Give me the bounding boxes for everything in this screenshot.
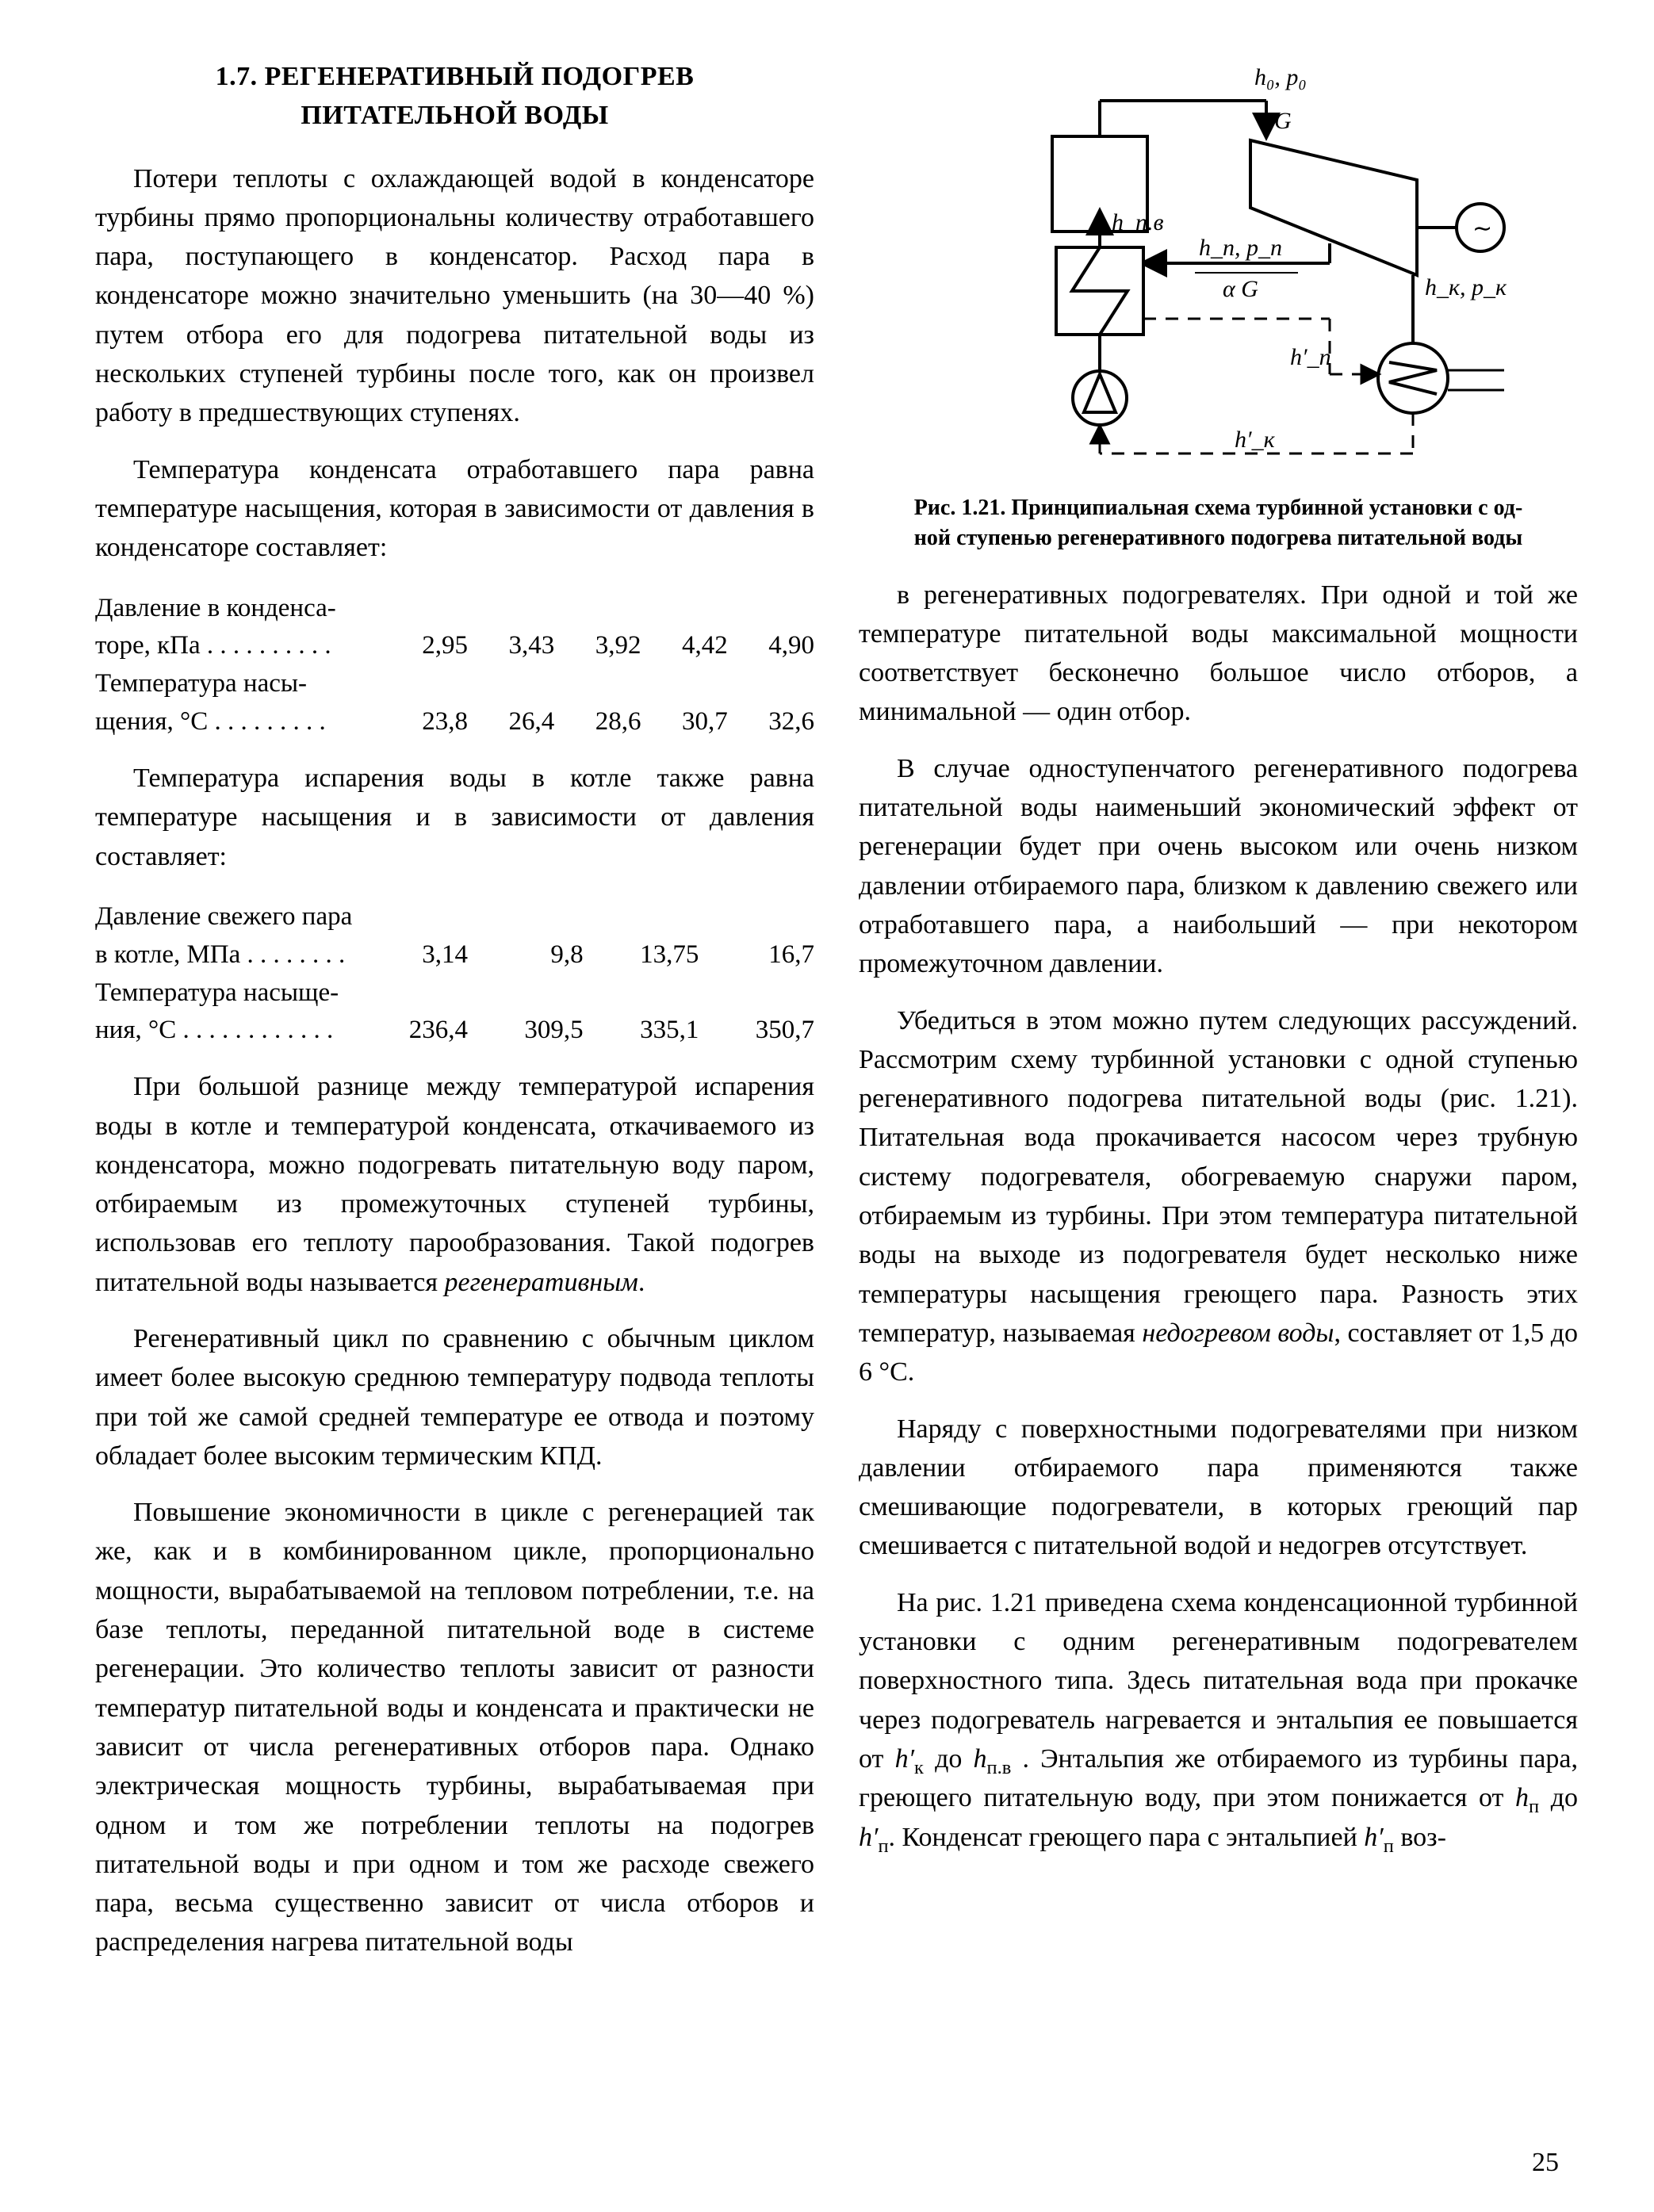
t1-r2-label-a: Температура насы- [95, 665, 389, 703]
t1-r1-vals: 2,95 3,43 3,92 4,42 4,90 [389, 627, 814, 665]
label-hp-pp: h_п, p_п [1199, 235, 1282, 261]
turbine-scheme-svg: h₀, p₀ G ∼ [917, 57, 1520, 485]
t2-r1-label-a: Давление свежего пара [95, 898, 389, 936]
page-number: 25 [1532, 2143, 1559, 2182]
t1-r2-label-b: щения, °C . . . . . . . . . [95, 703, 389, 741]
t2-r2-vals: 236,4 309,5 335,1 350,7 [389, 1012, 814, 1050]
t1-r2-vals: 23,8 26,4 28,6 30,7 32,6 [389, 703, 814, 741]
t2-r1-vals: 3,14 9,8 13,75 16,7 [389, 936, 814, 974]
t2-r2-label-a: Температура насыще- [95, 974, 389, 1012]
label-aG: α G [1223, 276, 1258, 302]
label-G: G [1274, 108, 1292, 134]
cond-pressure-table: Давление в конденса- торе, кПа . . . . .… [95, 590, 814, 741]
label-h0p0: h₀, p₀ [1254, 64, 1307, 90]
section-title-line1: РЕГЕНЕРАТИВНЫЙ ПОДОГРЕВ [265, 62, 695, 91]
t1-r1-label-b: торе, кПа . . . . . . . . . . [95, 627, 389, 665]
right-p1: в регенеративных подогревателях. При одн… [859, 576, 1578, 732]
right-p3: Убедиться в этом можно путем следующих р… [859, 1001, 1578, 1392]
label-hprime-k: h′_к [1235, 427, 1276, 453]
left-p6: Повышение экономичности в цикле с регене… [95, 1493, 814, 1962]
left-column: 1.7. РЕГЕНЕРАТИВНЫЙ ПОДОГРЕВ ПИТАТЕЛЬНОЙ… [95, 57, 814, 2164]
left-p2: Температура конденсата отработавшего пар… [95, 450, 814, 568]
t2-r1-label-b: в котле, МПа . . . . . . . . [95, 936, 389, 974]
label-hk-pk: h_к, p_к [1425, 274, 1507, 300]
label-hprime-p: h′_п [1290, 344, 1331, 370]
right-p5: На рис. 1.21 приведена схема конденсацио… [859, 1583, 1578, 1857]
left-p1: Потери теплоты с охлаждающей водой в кон… [95, 159, 814, 433]
right-column: h₀, p₀ G ∼ [859, 57, 1578, 2164]
right-p4: Наряду с поверхностными подогревателями … [859, 1410, 1578, 1566]
boiler-pressure-table: Давление свежего пара в котле, МПа . . .… [95, 898, 814, 1050]
figure-1-21: h₀, p₀ G ∼ [859, 57, 1578, 553]
left-p5: Регенеративный цикл по сравнению с обычн… [95, 1319, 814, 1475]
section-title: 1.7. РЕГЕНЕРАТИВНЫЙ ПОДОГРЕВ ПИТАТЕЛЬНОЙ… [95, 57, 814, 136]
label-hpv: h_п.в [1112, 209, 1164, 235]
right-p2: В случае одноступенчатого регенеративног… [859, 749, 1578, 984]
t1-r1-label-a: Давление в конденса- [95, 590, 389, 628]
figure-caption: Рис. 1.21. Принципиальная схема турбинно… [859, 493, 1578, 553]
section-number: 1.7. [216, 62, 258, 91]
section-title-line2: ПИТАТЕЛЬНОЙ ВОДЫ [301, 101, 608, 130]
generator-tilde: ∼ [1472, 216, 1492, 242]
left-p3: Температура испарения воды в котле также… [95, 759, 814, 876]
t2-r2-label-b: ния, °C . . . . . . . . . . . . [95, 1012, 389, 1050]
left-p4: При большой разнице между температурой и… [95, 1067, 814, 1302]
